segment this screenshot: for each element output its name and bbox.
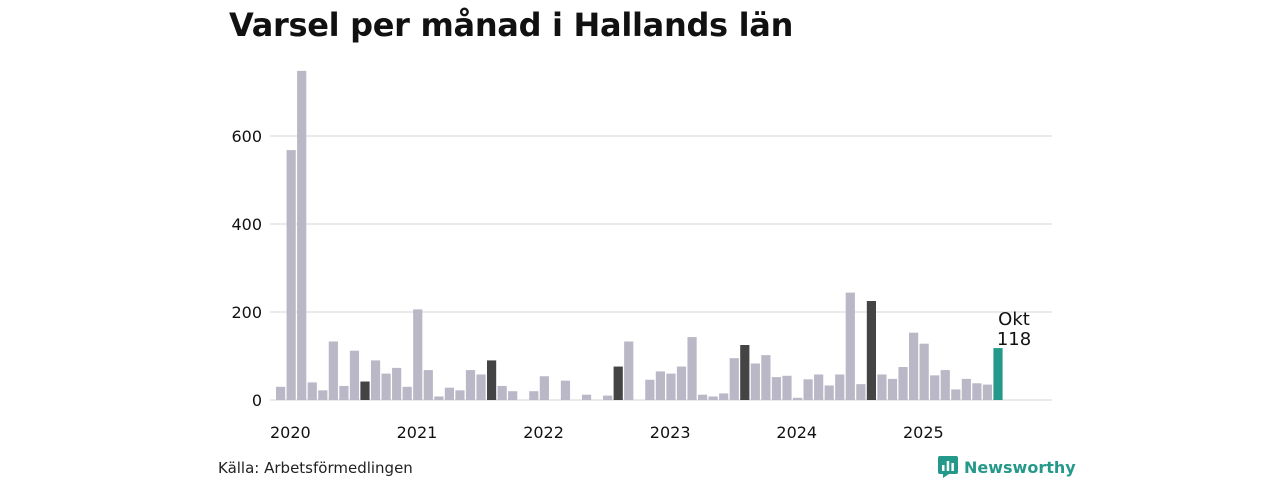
bar	[898, 367, 908, 400]
bar	[529, 391, 539, 400]
bar	[940, 370, 950, 400]
x-tick-label: 2025	[903, 423, 944, 442]
x-tick-label: 2022	[523, 423, 564, 442]
annotation-value: 118	[997, 329, 1031, 350]
bar	[866, 301, 876, 400]
bar	[381, 373, 391, 400]
bar	[370, 360, 381, 400]
bar	[465, 370, 476, 400]
bar	[349, 350, 360, 400]
y-tick-label: 200	[231, 303, 262, 322]
bar	[740, 345, 750, 400]
bar	[708, 396, 718, 400]
bar	[835, 374, 845, 400]
annotation-month: Okt	[998, 309, 1030, 330]
bar	[750, 363, 760, 400]
bar	[455, 390, 465, 400]
bar	[434, 396, 444, 400]
bars	[276, 70, 1003, 400]
bar	[951, 389, 961, 400]
bar	[919, 343, 929, 400]
y-tick-label: 0	[252, 391, 262, 410]
bar	[845, 292, 855, 400]
bar	[782, 375, 792, 400]
brand-name: Newsworthy	[964, 457, 1076, 477]
x-tick-label: 2020	[270, 423, 311, 442]
bar-chart: 0 200 400 600 2020 2021 2022 2023 2024 2025 Okt1…	[231, 70, 1052, 442]
bar	[856, 384, 866, 400]
x-tick-labels: 2020 2021 2022 2023 2024 2025	[270, 423, 944, 442]
bar	[814, 374, 824, 400]
y-tick-label: 400	[231, 215, 262, 234]
bar	[297, 70, 307, 400]
bar	[982, 384, 993, 400]
bar	[877, 374, 887, 400]
x-tick-label: 2024	[776, 423, 817, 442]
bar	[497, 385, 507, 400]
bar	[444, 387, 454, 400]
brand-logo: Newsworthy	[938, 456, 1076, 478]
x-tick-label: 2021	[397, 423, 438, 442]
source-label: Källa: Arbetsförmedlingen	[218, 459, 413, 477]
bar	[339, 385, 349, 400]
chart-title: Varsel per månad i Hallands län	[229, 6, 794, 44]
y-tick-label: 600	[231, 127, 262, 146]
bar	[423, 370, 433, 400]
bar	[761, 355, 771, 400]
bar	[729, 358, 739, 400]
bar	[613, 366, 623, 400]
bar	[276, 386, 286, 400]
gridlines	[270, 135, 1052, 401]
bar	[993, 348, 1003, 400]
bar	[603, 395, 613, 400]
y-tick-labels: 0 200 400 600	[231, 127, 262, 410]
bar	[286, 150, 296, 400]
bar	[581, 394, 592, 400]
bar	[392, 367, 402, 400]
bar	[402, 386, 412, 400]
bar	[539, 376, 549, 400]
bar	[676, 366, 687, 400]
bar	[508, 391, 518, 400]
bar	[824, 385, 834, 400]
bar	[560, 380, 571, 400]
bar	[307, 382, 317, 400]
bar	[961, 378, 971, 400]
bar	[687, 337, 697, 400]
bar	[719, 393, 729, 400]
bar	[930, 375, 940, 400]
bar	[318, 390, 328, 400]
bar	[887, 378, 898, 400]
bar	[771, 377, 782, 400]
bar	[328, 341, 338, 400]
bar	[655, 371, 665, 400]
bar	[413, 309, 423, 400]
bar	[792, 397, 803, 400]
chart-bubble-icon	[938, 456, 958, 478]
bar	[666, 373, 676, 400]
x-tick-label: 2023	[650, 423, 691, 442]
bar	[487, 360, 497, 400]
bar	[476, 374, 486, 400]
bar	[645, 379, 655, 400]
bar	[972, 383, 982, 400]
bar	[803, 379, 813, 400]
bar	[698, 394, 708, 400]
bar	[624, 341, 634, 400]
bar	[909, 332, 919, 400]
bar	[360, 381, 370, 400]
